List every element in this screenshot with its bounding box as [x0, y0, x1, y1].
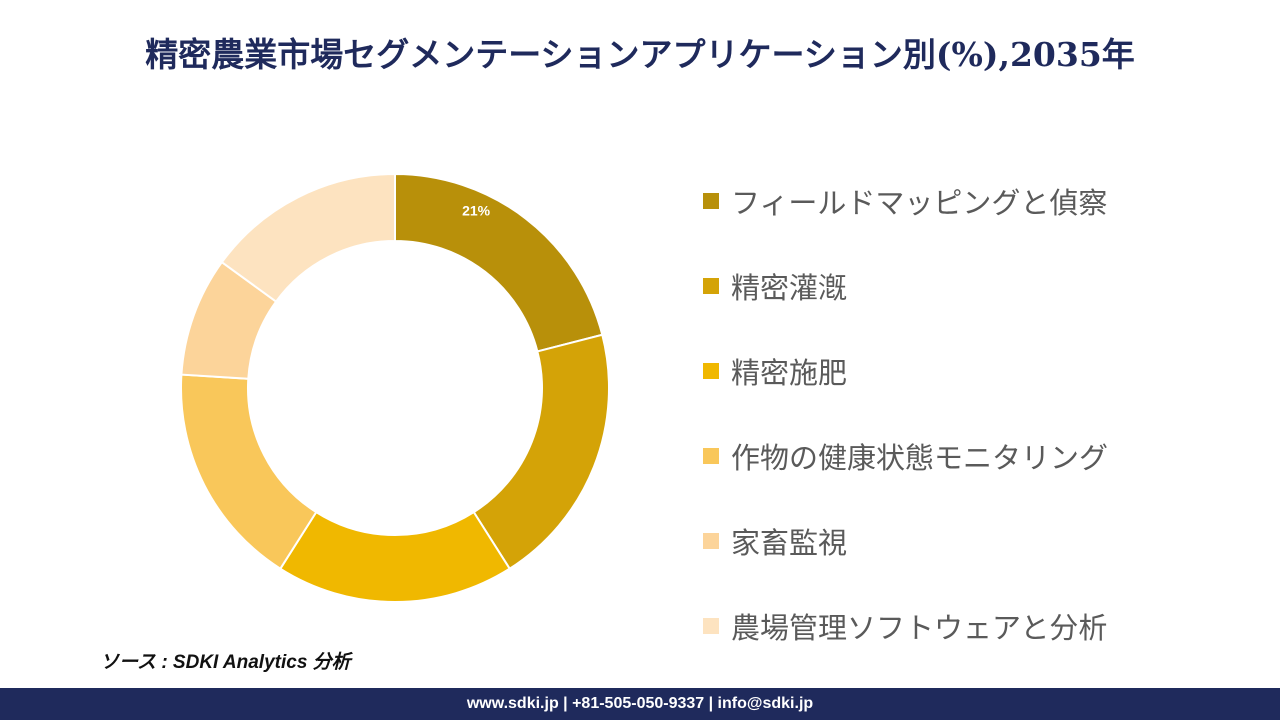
donut-slice: [472, 333, 610, 571]
legend-label: フィールドマッピングと偵察: [731, 185, 1108, 220]
chart-title: 精密農業市場セグメンテーションアプリケーション別(%),2035年: [145, 35, 1135, 74]
legend-label: 作物の健康状態モニタリング: [731, 440, 1109, 475]
legend-item: 農場管理ソフトウェアと分析: [703, 583, 1108, 668]
legend-swatch: [703, 617, 719, 634]
legend-swatch: [703, 277, 719, 294]
legend-label: 精密灌漑: [731, 270, 848, 305]
legend-swatch: [703, 532, 719, 549]
legend-swatch: [703, 192, 719, 209]
footer-contact: www.sdki.jp | +81-505-050-9337 | info@sd…: [0, 688, 1280, 720]
donut-slice: [278, 510, 512, 603]
legend-label: 家畜監視: [731, 525, 848, 560]
legend-item: フィールドマッピングと偵察: [703, 158, 1108, 243]
data-label: 21%: [462, 203, 491, 219]
legend-swatch: [703, 362, 719, 379]
legend-item: 精密灌漑: [703, 243, 1108, 328]
donut-slice: [220, 172, 396, 303]
donut-slice: [394, 172, 604, 353]
legend-item: 作物の健康状態モニタリング: [703, 413, 1108, 498]
legend: フィールドマッピングと偵察 精密灌漑精密施肥作物の健康状態モニタリング 家畜監視農場…: [703, 158, 1108, 668]
legend-item: 精密施肥: [703, 328, 1108, 413]
source-note: ソース : SDKI Analytics 分析: [100, 652, 351, 673]
legend-swatch: [703, 447, 719, 464]
donut-slice: [180, 373, 318, 571]
legend-label: 農場管理ソフトウェアと分析: [731, 610, 1108, 645]
legend-item: 家畜監視: [703, 498, 1108, 583]
legend-label: 精密施肥: [731, 355, 848, 390]
